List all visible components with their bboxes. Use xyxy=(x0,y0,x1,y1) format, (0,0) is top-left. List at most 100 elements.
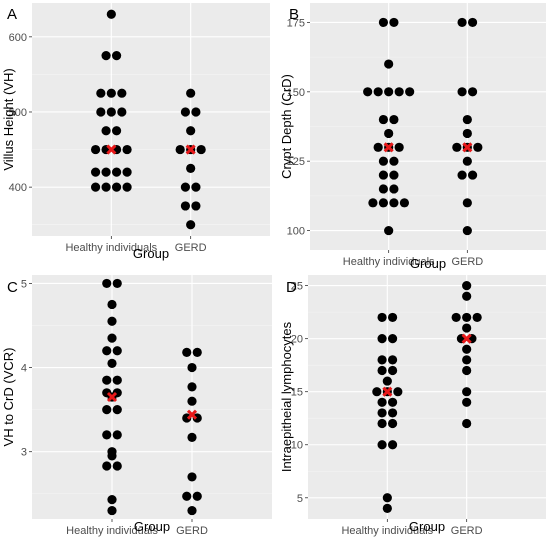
data-point xyxy=(191,201,201,211)
data-point xyxy=(175,144,185,155)
data-point xyxy=(389,184,399,194)
data-point xyxy=(106,9,116,19)
data-point xyxy=(373,87,383,97)
panel-b-y-tick-label: 150 xyxy=(287,87,305,99)
data-point xyxy=(473,142,483,152)
data-point xyxy=(122,144,132,155)
data-point xyxy=(399,198,410,208)
data-point xyxy=(111,182,122,192)
data-point xyxy=(96,107,106,117)
panel-a-gridlines xyxy=(32,3,270,236)
data-point xyxy=(394,87,404,97)
data-point xyxy=(467,87,478,97)
data-point xyxy=(377,408,387,418)
data-point xyxy=(187,505,197,516)
data-point xyxy=(196,144,206,155)
panel-a-x-tick-label: GERD xyxy=(175,242,207,254)
data-point xyxy=(107,451,117,461)
panel-d-background xyxy=(308,275,546,519)
panel-d-y-tick-label: 25 xyxy=(291,281,303,293)
data-point xyxy=(102,375,112,385)
data-point xyxy=(382,503,392,513)
panel-d-y-tick-label: 10 xyxy=(291,440,303,452)
data-point xyxy=(107,299,117,310)
panel-b-x-ticks: Healthy individuals GERD xyxy=(343,250,483,268)
panel-c-y-tick-label: 3 xyxy=(21,447,27,459)
mean-marker xyxy=(383,142,394,153)
data-point xyxy=(384,59,394,69)
data-point xyxy=(106,88,116,98)
panel-b: 100 125 150 175 Healthy individuals GERD B G… xyxy=(279,3,546,271)
data-point xyxy=(111,126,122,136)
data-point xyxy=(387,408,398,418)
mean-marker xyxy=(185,144,196,155)
data-point xyxy=(462,281,472,291)
data-point xyxy=(117,88,127,98)
data-point xyxy=(180,182,191,192)
panel-a-x-ticks: Healthy individuals GERD xyxy=(65,236,207,254)
data-point xyxy=(368,198,378,208)
panel-b-x-tick-label: Healthy individuals xyxy=(343,256,435,268)
panel-c-y-tick-label: 4 xyxy=(21,363,27,375)
data-point xyxy=(107,495,117,505)
panel-b-y-axis-title: Crypt Depth (CrD) xyxy=(279,74,294,179)
panel-c-gridlines xyxy=(32,275,272,519)
data-point xyxy=(377,418,387,429)
panel-d-y-tick-label: 20 xyxy=(291,334,303,346)
data-point xyxy=(102,278,112,289)
data-point xyxy=(182,347,192,358)
data-point xyxy=(382,376,392,386)
panel-c-points xyxy=(102,278,202,516)
data-point xyxy=(187,382,197,392)
data-point xyxy=(462,355,472,365)
data-point xyxy=(462,323,472,333)
data-point xyxy=(457,17,467,28)
data-point xyxy=(378,184,389,194)
panel-c-y-ticks: 3 4 5 xyxy=(21,278,32,459)
data-point xyxy=(378,114,389,125)
data-point xyxy=(90,167,101,177)
data-point xyxy=(452,142,462,152)
data-point xyxy=(389,114,399,125)
data-point xyxy=(90,144,101,155)
panel-c-background xyxy=(32,275,272,519)
data-point xyxy=(387,334,398,344)
data-point xyxy=(191,182,201,192)
panel-a-letter: A xyxy=(7,6,17,23)
data-point xyxy=(186,126,196,136)
data-point xyxy=(462,397,472,407)
data-point xyxy=(462,198,472,208)
data-point xyxy=(387,397,398,407)
data-point xyxy=(107,358,117,368)
data-point xyxy=(457,87,467,97)
data-point xyxy=(462,418,472,429)
panel-d-y-ticks: 5 10 15 20 25 xyxy=(291,281,308,505)
data-point xyxy=(96,88,106,98)
data-point xyxy=(378,17,389,28)
panel-d-gridlines xyxy=(308,275,546,519)
data-point xyxy=(387,365,398,376)
data-point xyxy=(187,432,197,442)
data-point xyxy=(372,387,382,397)
data-point xyxy=(112,375,122,385)
data-point xyxy=(462,344,472,354)
data-point xyxy=(101,51,111,61)
panel-d-y-axis-title: Intraepitheial lymphocytes xyxy=(279,321,294,472)
data-point xyxy=(186,88,196,98)
mean-marker xyxy=(106,144,117,155)
data-point xyxy=(378,170,389,180)
panel-b-y-ticks: 100 125 150 175 xyxy=(287,17,310,238)
mean-marker xyxy=(106,391,118,403)
data-point xyxy=(389,198,399,208)
panel-b-y-tick-label: 125 xyxy=(287,156,305,168)
panel-a-x-axis-title: Group xyxy=(133,246,169,261)
data-point xyxy=(405,87,415,97)
panel-d-y-tick-label: 15 xyxy=(291,387,303,399)
data-point xyxy=(393,387,403,397)
panel-c-letter: C xyxy=(7,279,18,296)
panel-a-points xyxy=(90,9,206,230)
panel-a-x-tick-label: Healthy individuals xyxy=(65,242,157,254)
data-point xyxy=(462,156,472,166)
data-point xyxy=(462,128,472,139)
panel-d-points xyxy=(372,281,482,513)
